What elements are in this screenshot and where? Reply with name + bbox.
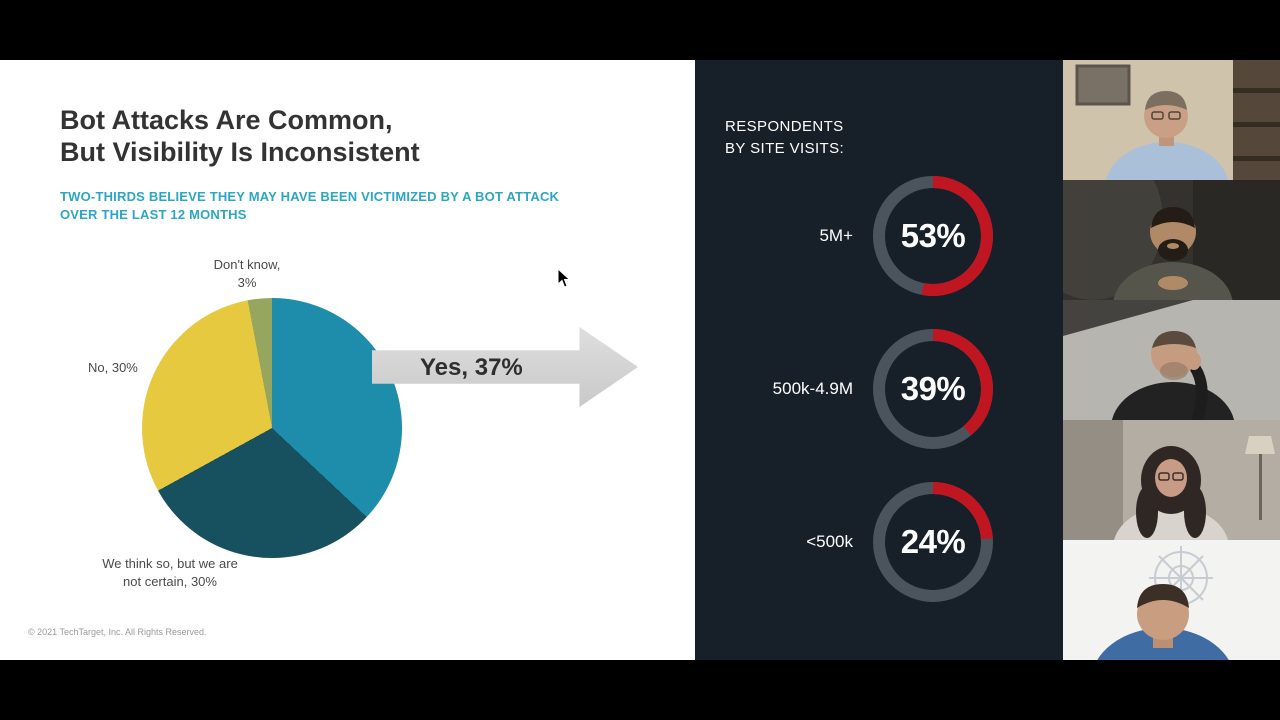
donut-gauge: 53% [869, 172, 997, 300]
stats-panel: RESPONDENTS BY SITE VISITS: 5M+ 53% 500k… [695, 60, 1063, 660]
donut-gauge-icon [873, 329, 993, 449]
participant-video-2[interactable] [1063, 180, 1280, 300]
slide-subtitle-line1: TWO-THIRDS BELIEVE THEY MAY HAVE BEEN VI… [60, 189, 560, 204]
pie-label-dont-know: Don't know, 3% [188, 256, 306, 292]
slide-title-line2: But Visibility Is Inconsistent [60, 137, 420, 167]
pie-label-no: No, 30% [88, 360, 138, 375]
pie-label-we-think-so-line1: We think so, but we are [102, 556, 238, 571]
participant-video-4[interactable] [1063, 420, 1280, 540]
participant-video-3[interactable] [1063, 300, 1280, 420]
gauge-row-5m: 5M+ 53% [819, 172, 997, 300]
gauge-value: 39% [900, 370, 966, 407]
donut-gauge-icon [873, 482, 993, 602]
participant-silhouette [1063, 420, 1280, 540]
gauge-value: 24% [900, 523, 966, 560]
participant-video-5[interactable] [1063, 540, 1280, 660]
slide-subtitle: TWO-THIRDS BELIEVE THEY MAY HAVE BEEN VI… [60, 188, 559, 224]
donut-gauge: 39% [869, 325, 997, 453]
stats-heading-line2: BY SITE VISITS: [725, 140, 845, 157]
slide-title-line1: Bot Attacks Are Common, [60, 105, 393, 135]
participant-video-1[interactable] [1063, 60, 1280, 180]
gauge-row-under-500k: <500k 24% [806, 478, 997, 606]
participant-silhouette [1063, 300, 1280, 420]
gauge-label: 500k-4.9M [772, 379, 853, 398]
participant-silhouette [1063, 60, 1280, 180]
slide-subtitle-line2: OVER THE LAST 12 MONTHS [60, 207, 247, 222]
participant-video-strip [1063, 60, 1280, 660]
participant-silhouette [1063, 180, 1280, 300]
donut-gauge: 24% [869, 478, 997, 606]
slide-title: Bot Attacks Are Common, But Visibility I… [60, 104, 420, 168]
mouse-cursor [557, 268, 571, 288]
yes-callout-label: Yes, 37% [420, 354, 523, 381]
pie-label-we-think-so: We think so, but we are not certain, 30% [56, 555, 284, 591]
pie-label-dont-know-line2: 3% [237, 275, 257, 290]
pie-chart [142, 298, 402, 558]
gauge-value: 53% [900, 217, 966, 254]
donut-gauge-icon [873, 176, 993, 296]
pie-label-we-think-so-line2: not certain, 30% [123, 574, 217, 589]
gauge-label: <500k [806, 532, 853, 551]
shared-slide: Bot Attacks Are Common, But Visibility I… [0, 60, 695, 660]
stats-heading-line1: RESPONDENTS [725, 118, 844, 135]
gauge-row-500k-4-9m: 500k-4.9M 39% [773, 325, 997, 453]
participant-silhouette [1063, 540, 1280, 660]
stats-heading: RESPONDENTS BY SITE VISITS: [725, 116, 844, 160]
copyright-text: © 2021 TechTarget, Inc. All Rights Reser… [28, 627, 207, 637]
pie-label-dont-know-line1: Don't know, [213, 257, 281, 272]
gauge-label: 5M+ [819, 226, 853, 245]
